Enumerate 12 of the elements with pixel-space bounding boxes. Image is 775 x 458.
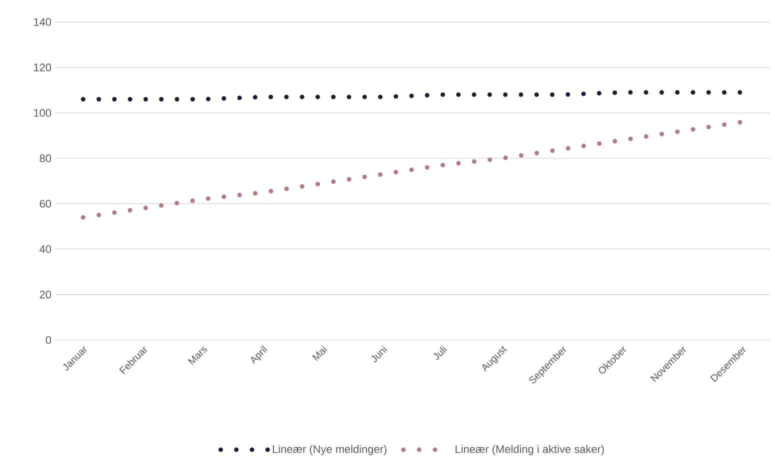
y-tick-label: 120 [34, 63, 52, 72]
y-tick-label: 80 [40, 154, 52, 162]
y-tick-label: 60 [40, 200, 52, 208]
y-tick-label: 20 [40, 290, 52, 298]
x-tick-label: Juli [434, 345, 448, 360]
legend-label: Lineær (Melding i aktive saker) [456, 444, 604, 455]
y-tick-label: 0 [46, 336, 52, 344]
x-tick-label: Mai [312, 345, 328, 361]
y-tick-label: 40 [40, 245, 52, 253]
y-tick-label: 100 [34, 108, 52, 117]
y-tick-label: 140 [34, 18, 52, 26]
legend-label: Lineær (Nye meldinger) [272, 444, 386, 455]
